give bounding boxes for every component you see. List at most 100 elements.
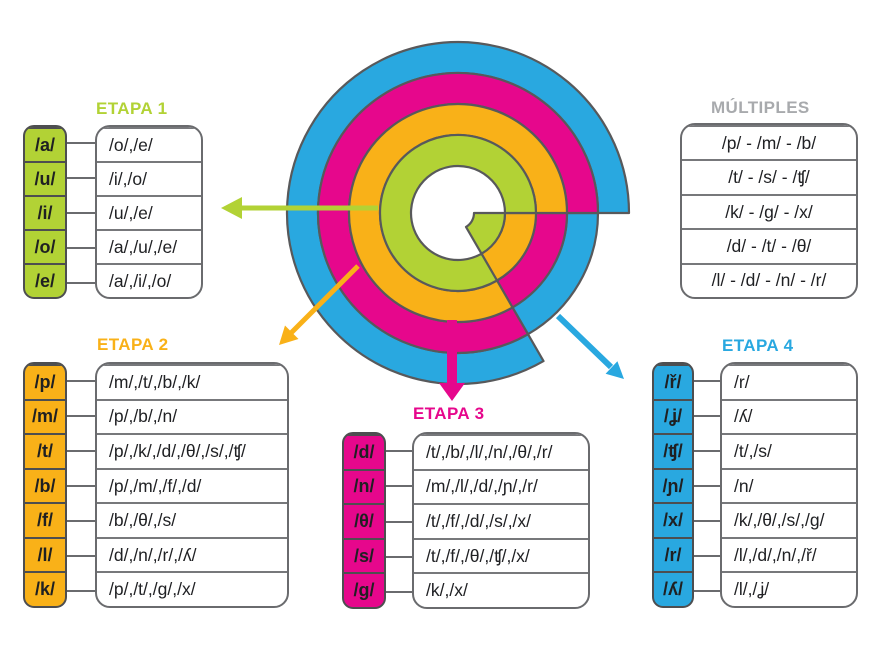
substitution-values-cell: /p/,/b/,/n/: [97, 398, 287, 434]
etapa4-arrow: [555, 313, 624, 379]
substitution-values-cell: /t/,/f/,/θ/,/ʧ/,/x/: [414, 537, 588, 573]
phoneme-key-cell: /e/: [25, 263, 65, 297]
connector-line: [67, 467, 95, 502]
phoneme-key-cell: /u/: [25, 161, 65, 195]
substitution-values-cell: /r/: [722, 364, 856, 399]
connector-line: [694, 397, 720, 432]
substitution-values-cell: /p/,/k/,/d/,/θ/,/s/,/ʧ/: [97, 433, 287, 468]
substitution-values-cell: /l/,/d/,/n/,/ř/: [722, 536, 856, 572]
etapa1-connectors: [67, 125, 95, 299]
connector-line: [67, 264, 95, 299]
phoneme-key-cell: /ɲ/: [654, 467, 692, 503]
etapa4-value-table: /r//ʎ//t/,/s//n//k/,/θ/,/s/,/g//l/,/d/,/…: [720, 362, 858, 608]
etapa3-key-column: /d//n//θ//s//g/: [342, 432, 386, 609]
etapa3-arrow: [439, 320, 465, 401]
substitution-values-cell: /k/,/θ/,/s/,/g/: [722, 502, 856, 537]
etapa3-title: ETAPA 3: [413, 404, 485, 423]
phoneme-key-cell: /ʎ/: [654, 571, 692, 606]
substitution-values-cell: /ʎ/: [722, 398, 856, 434]
substitution-values-cell: /b/,/θ/,/s/: [97, 502, 287, 537]
phoneme-key-cell: /l/: [25, 536, 65, 572]
substitution-values-cell: /p/,/m/,/f/,/d/: [97, 467, 287, 503]
etapa2-title: ETAPA 2: [97, 335, 169, 354]
phoneme-key-cell: /b/: [25, 467, 65, 503]
multiples-row: /l/ - /d/ - /n/ - /r/: [682, 262, 856, 297]
connector-line: [694, 573, 720, 608]
connector-line: [67, 538, 95, 573]
etapa3-value-table: /t/,/b/,/l/,/n/,/θ/,/r//m/,/l/,/d/,/ɲ/,/…: [412, 432, 590, 609]
etapa1-key-column: /a//u//i//o//e/: [23, 125, 67, 299]
connector-line: [386, 538, 412, 573]
multiples-title: MÚLTIPLES: [711, 98, 810, 117]
connector-line: [694, 362, 720, 397]
phoneme-key-cell: /ř/: [654, 364, 692, 399]
connector-line: [386, 467, 412, 502]
connector-line: [694, 503, 720, 538]
ring-etapa1-green: [378, 133, 538, 292]
etapa2-connectors: [67, 362, 95, 608]
connector-line: [386, 503, 412, 538]
connector-line: [67, 125, 95, 160]
substitution-values-cell: /i/,/o/: [97, 161, 201, 195]
multiples-table: /p/ - /m/ - /b//t/ - /s/ - /ʧ//k/ - /g/ …: [680, 123, 858, 299]
connector-line: [694, 538, 720, 573]
etapa2-arrow: [279, 264, 360, 345]
multiples-row: /t/ - /s/ - /ʧ/: [682, 159, 856, 193]
phoneme-key-cell: /ʧ/: [654, 433, 692, 468]
phoneme-key-cell: /k/: [25, 571, 65, 606]
connector-line: [67, 503, 95, 538]
etapa1-title: ETAPA 1: [96, 99, 168, 118]
substitution-values-cell: /t/,/b/,/l/,/n/,/θ/,/r/: [414, 434, 588, 469]
connector-line: [67, 362, 95, 397]
substitution-values-cell: /a/,/i/,/o/: [97, 263, 201, 297]
substitution-values-cell: /a/,/u/,/e/: [97, 229, 201, 263]
phoneme-key-cell: /t/: [25, 433, 65, 468]
connector-line: [67, 573, 95, 608]
phoneme-key-cell: /s/: [344, 537, 384, 573]
etapa4-key-column: /ř//ʝ//ʧ//ɲ//x//r//ʎ/: [652, 362, 694, 608]
multiples-row: /p/ - /m/ - /b/: [682, 125, 856, 159]
etapa1-value-table: /o/,/e//i/,/o//u/,/e//a/,/u/,/e//a/,/i/,…: [95, 125, 203, 299]
phoneme-key-cell: /ʝ/: [654, 398, 692, 434]
substitution-values-cell: /m/,/t/,/b/,/k/: [97, 364, 287, 399]
connector-line: [386, 574, 412, 609]
etapa1-arrow: [221, 197, 378, 219]
phoneme-key-cell: /o/: [25, 229, 65, 263]
connector-line: [67, 195, 95, 230]
connector-line: [67, 432, 95, 467]
phoneme-key-cell: /f/: [25, 502, 65, 537]
phoneme-key-cell: /x/: [654, 502, 692, 537]
multiples-row: /k/ - /g/ - /x/: [682, 193, 856, 228]
substitution-values-cell: /t/,/s/: [722, 433, 856, 468]
substitution-values-cell: /d/,/n/,/r/,/ʎ/: [97, 536, 287, 572]
substitution-values-cell: /o/,/e/: [97, 127, 201, 161]
connector-line: [67, 160, 95, 195]
phoneme-key-cell: /m/: [25, 398, 65, 434]
substitution-values-cell: /n/: [722, 467, 856, 503]
substitution-values-cell: /l/,/ʝ/: [722, 571, 856, 606]
substitution-values-cell: /p/,/t/,/g/,/x/: [97, 571, 287, 606]
phoneme-key-cell: /g/: [344, 572, 384, 607]
substitution-values-cell: /u/,/e/: [97, 195, 201, 229]
connector-line: [694, 432, 720, 467]
etapa4-title: ETAPA 4: [722, 336, 794, 355]
etapa2-key-column: /p//m//t//b//f//l//k/: [23, 362, 67, 608]
phoneme-key-cell: /a/: [25, 127, 65, 161]
phoneme-key-cell: /d/: [344, 434, 384, 469]
phoneme-key-cell: /i/: [25, 195, 65, 229]
substitution-values-cell: /t/,/f/,/d/,/s/,/x/: [414, 503, 588, 538]
connector-line: [67, 229, 95, 264]
phoneme-key-cell: /r/: [654, 536, 692, 572]
connector-line: [67, 397, 95, 432]
substitution-values-cell: /k/,/x/: [414, 572, 588, 607]
substitution-values-cell: /m/,/l/,/d/,/ɲ/,/r/: [414, 468, 588, 504]
connector-line: [386, 432, 412, 467]
etapa2-value-table: /m/,/t/,/b/,/k//p/,/b/,/n//p/,/k/,/d/,/θ…: [95, 362, 289, 608]
phoneme-key-cell: /θ/: [344, 503, 384, 538]
etapa3-connectors: [386, 432, 412, 609]
etapa4-connectors: [694, 362, 720, 608]
phoneme-key-cell: /p/: [25, 364, 65, 399]
multiples-row: /d/ - /t/ - /θ/: [682, 228, 856, 262]
